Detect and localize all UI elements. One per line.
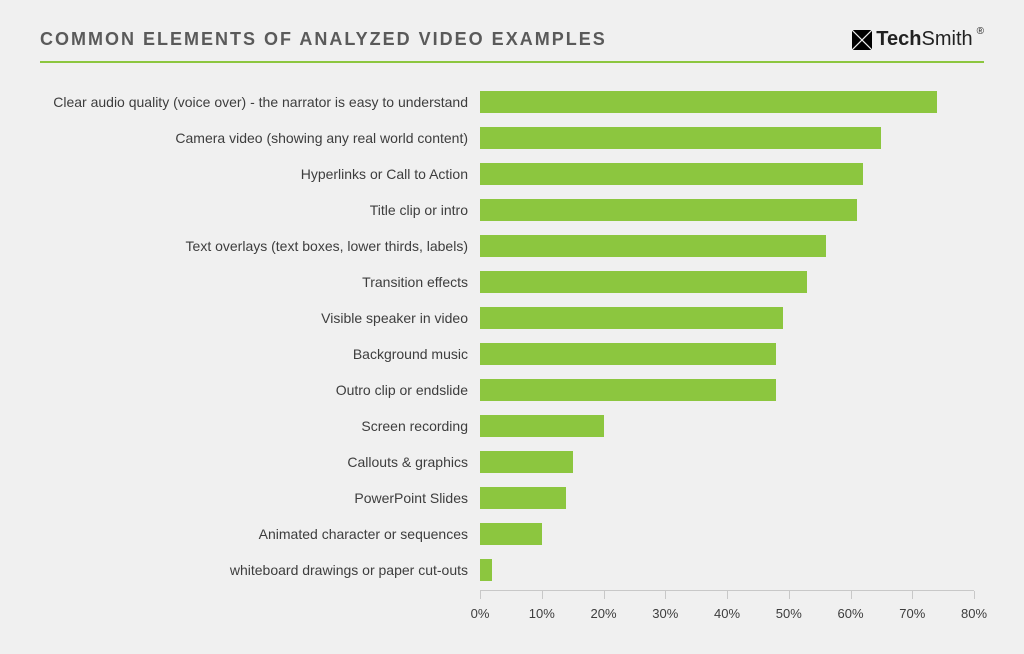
bar	[480, 127, 881, 149]
bar-label: PowerPoint Slides	[354, 487, 468, 509]
bar-row: Transition effects	[480, 271, 974, 293]
bar	[480, 307, 783, 329]
header: COMMON ELEMENTS OF ANALYZED VIDEO EXAMPL…	[40, 28, 984, 63]
x-tick	[542, 591, 543, 599]
bar	[480, 451, 573, 473]
bar	[480, 163, 863, 185]
bar	[480, 487, 566, 509]
brand: TechSmith ®	[852, 28, 984, 51]
x-tick-label: 50%	[776, 606, 802, 621]
x-tick-label: 70%	[899, 606, 925, 621]
bar	[480, 343, 776, 365]
bar-row: Outro clip or endslide	[480, 379, 974, 401]
bar-row: Clear audio quality (voice over) - the n…	[480, 91, 974, 113]
bar-label: Visible speaker in video	[321, 307, 468, 329]
bar-row: Text overlays (text boxes, lower thirds,…	[480, 235, 974, 257]
plot-area: Clear audio quality (voice over) - the n…	[480, 91, 974, 591]
bar-row: Screen recording	[480, 415, 974, 437]
bar-label: Transition effects	[362, 271, 468, 293]
x-tick	[851, 591, 852, 599]
x-tick-label: 10%	[529, 606, 555, 621]
x-tick-label: 0%	[471, 606, 490, 621]
bar-label: Camera video (showing any real world con…	[175, 127, 468, 149]
bar	[480, 523, 542, 545]
x-tick	[727, 591, 728, 599]
bar-row: Callouts & graphics	[480, 451, 974, 473]
bar	[480, 199, 857, 221]
bar-row: Camera video (showing any real world con…	[480, 127, 974, 149]
brand-name: TechSmith	[876, 28, 972, 51]
x-tick	[604, 591, 605, 599]
x-tick	[665, 591, 666, 599]
bar	[480, 559, 492, 581]
bar-label: whiteboard drawings or paper cut-outs	[230, 559, 468, 581]
bar	[480, 379, 776, 401]
brand-name-strong: Tech	[876, 28, 921, 50]
brand-name-light: Smith	[922, 28, 973, 50]
bar-row: Visible speaker in video	[480, 307, 974, 329]
bar-label: Clear audio quality (voice over) - the n…	[53, 91, 468, 113]
brand-icon	[852, 30, 872, 50]
x-tick-label: 40%	[714, 606, 740, 621]
bar-label: Background music	[353, 343, 468, 365]
bar-label: Hyperlinks or Call to Action	[301, 163, 468, 185]
bar-label: Title clip or intro	[370, 199, 468, 221]
bar-row: Hyperlinks or Call to Action	[480, 163, 974, 185]
bar-row: Animated character or sequences	[480, 523, 974, 545]
x-tick	[912, 591, 913, 599]
bar-label: Animated character or sequences	[259, 523, 468, 545]
bar	[480, 235, 826, 257]
bar	[480, 271, 807, 293]
bar-row: Background music	[480, 343, 974, 365]
x-tick-label: 20%	[590, 606, 616, 621]
brand-registered: ®	[977, 26, 984, 37]
bar	[480, 91, 937, 113]
bar	[480, 415, 604, 437]
x-tick	[789, 591, 790, 599]
x-tick-label: 30%	[652, 606, 678, 621]
x-tick-label: 60%	[837, 606, 863, 621]
bar-label: Screen recording	[361, 415, 468, 437]
bar-label: Text overlays (text boxes, lower thirds,…	[186, 235, 468, 257]
x-tick-label: 80%	[961, 606, 987, 621]
x-tick	[480, 591, 481, 599]
x-tick	[974, 591, 975, 599]
chart-frame: COMMON ELEMENTS OF ANALYZED VIDEO EXAMPL…	[0, 0, 1024, 654]
bar-label: Outro clip or endslide	[336, 379, 468, 401]
bar-row: whiteboard drawings or paper cut-outs	[480, 559, 974, 581]
bar-chart: Clear audio quality (voice over) - the n…	[60, 91, 984, 631]
bar-label: Callouts & graphics	[347, 451, 468, 473]
chart-title: COMMON ELEMENTS OF ANALYZED VIDEO EXAMPL…	[40, 29, 607, 50]
bar-row: PowerPoint Slides	[480, 487, 974, 509]
bar-row: Title clip or intro	[480, 199, 974, 221]
